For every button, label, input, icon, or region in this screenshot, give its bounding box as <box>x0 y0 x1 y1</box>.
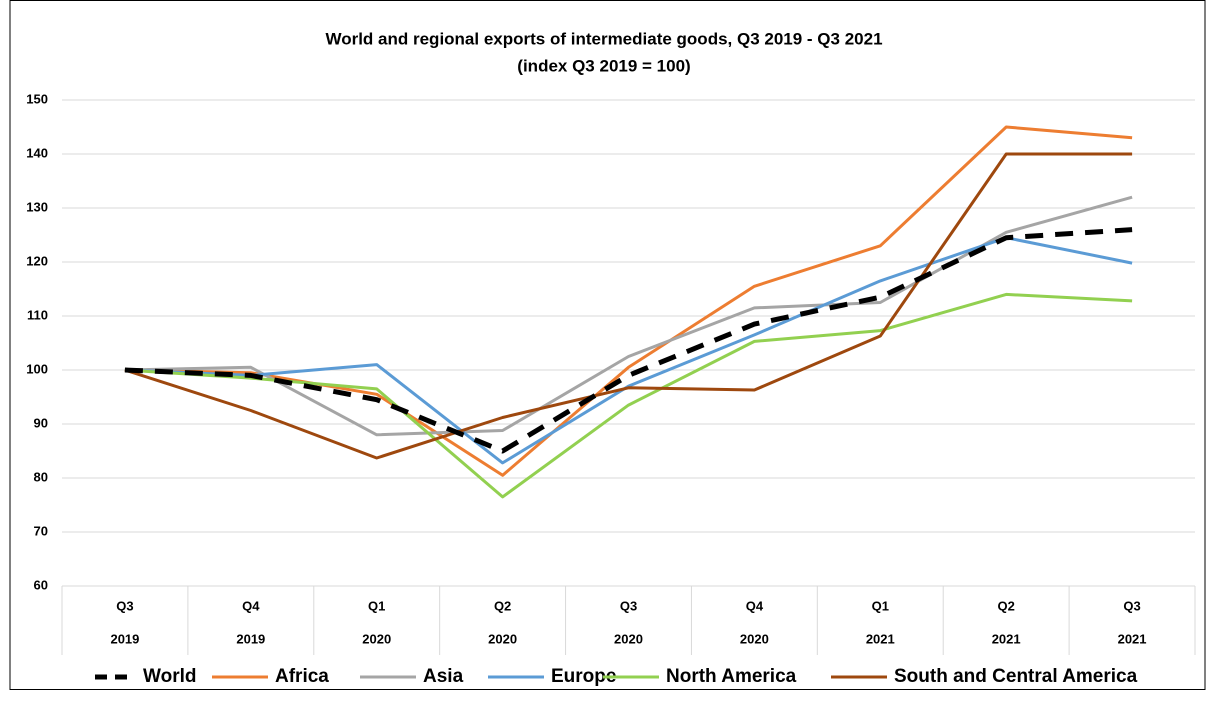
y-tick-label: 150 <box>26 91 48 106</box>
chart-frame <box>9 0 1206 690</box>
y-tick-label: 120 <box>26 253 48 268</box>
x-tick-label: Q1 <box>872 598 889 613</box>
x-tick-label-year: 2021 <box>866 631 895 646</box>
legend-label: South and Central America <box>894 666 1138 687</box>
x-tick-label: Q2 <box>997 598 1014 613</box>
x-tick-label-year: 2020 <box>614 631 643 646</box>
y-tick-label: 70 <box>34 523 48 538</box>
x-tick-label: Q4 <box>746 598 764 613</box>
y-tick-label: 60 <box>34 577 48 592</box>
x-tick-label-year: 2020 <box>362 631 391 646</box>
legend-label: Europe <box>551 666 616 687</box>
y-tick-label: 130 <box>26 199 48 214</box>
y-tick-label: 100 <box>26 361 48 376</box>
legend-label: Africa <box>275 666 329 687</box>
legend-label: Asia <box>423 666 464 687</box>
x-tick-label-year: 2019 <box>236 631 265 646</box>
x-tick-label: Q3 <box>620 598 637 613</box>
series-line <box>124 236 1133 465</box>
y-tick-label: 140 <box>26 145 48 160</box>
series-line <box>124 292 1133 499</box>
chart-subtitle: (index Q3 2019 = 100) <box>517 56 690 75</box>
x-tick-label: Q4 <box>242 598 260 613</box>
x-tick-label: Q1 <box>368 598 385 613</box>
series-line <box>124 195 1133 437</box>
y-tick-label: 80 <box>34 469 48 484</box>
x-tick-label: Q2 <box>494 598 511 613</box>
x-tick-label: Q3 <box>1123 598 1140 613</box>
chart-title: World and regional exports of intermedia… <box>325 29 882 48</box>
x-tick-label-year: 2019 <box>110 631 139 646</box>
y-tick-label: 110 <box>27 307 48 322</box>
x-tick-label: Q3 <box>116 598 133 613</box>
y-tick-label: 90 <box>34 415 48 430</box>
series-line <box>124 125 1133 477</box>
x-tick-label-year: 2021 <box>1118 631 1147 646</box>
series-line <box>124 152 1133 460</box>
legend-label: North America <box>666 666 797 687</box>
legend-label: World <box>143 666 196 687</box>
x-tick-label-year: 2020 <box>740 631 769 646</box>
x-tick-label-year: 2020 <box>488 631 517 646</box>
x-tick-label-year: 2021 <box>992 631 1021 646</box>
